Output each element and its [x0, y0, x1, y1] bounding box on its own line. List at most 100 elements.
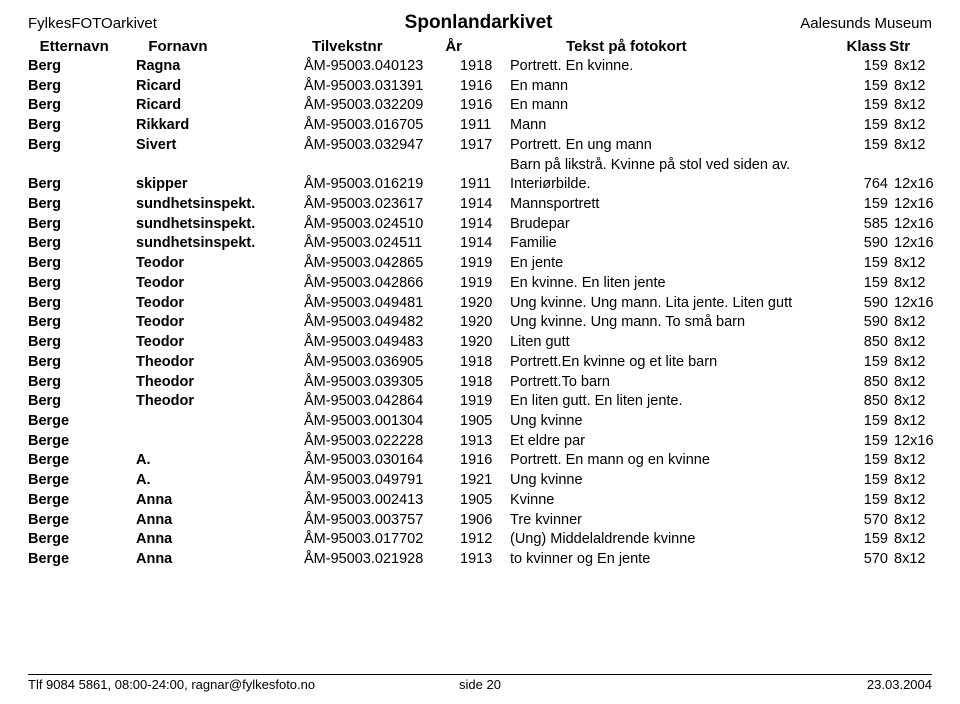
cell-etternavn: Berg: [28, 77, 136, 97]
col-etternavn: Etternavn: [28, 38, 120, 55]
col-klass: Klass: [847, 38, 890, 55]
cell-klass: 590: [838, 313, 894, 333]
data-rows: BergRagnaÅM-95003.0401231918Portrett. En…: [28, 57, 932, 570]
cell-str: 8x12: [894, 550, 944, 570]
cell-etternavn: [28, 156, 136, 176]
table-row: BergTeodorÅM-95003.0428651919En jente159…: [28, 254, 932, 274]
cell-fornavn: sundhetsinspekt.: [136, 195, 304, 215]
cell-klass: 850: [838, 333, 894, 353]
table-row: BergRikkardÅM-95003.0167051911Mann1598x1…: [28, 116, 932, 136]
header-right: Aalesunds Museum: [800, 15, 932, 32]
cell-etternavn: Berg: [28, 96, 136, 116]
cell-ar: 1921: [460, 471, 510, 491]
cell-tekst: to kvinner og En jente: [510, 550, 838, 570]
cell-fornavn: Anna: [136, 511, 304, 531]
cell-tekst: Tre kvinner: [510, 511, 838, 531]
cell-tilvekst: [304, 156, 460, 176]
cell-tilvekst: ÅM-95003.001304: [304, 412, 460, 432]
cell-tilvekst: ÅM-95003.031391: [304, 77, 460, 97]
cell-tekst: En liten gutt. En liten jente.: [510, 392, 838, 412]
cell-fornavn: Teodor: [136, 333, 304, 353]
cell-etternavn: Berge: [28, 530, 136, 550]
cell-str: [894, 156, 944, 176]
cell-tekst: (Ung) Middelaldrende kvinne: [510, 530, 838, 550]
cell-tekst: Ung kvinne. Ung mann. To små barn: [510, 313, 838, 333]
cell-klass: 590: [838, 234, 894, 254]
cell-klass: 159: [838, 57, 894, 77]
cell-klass: 159: [838, 116, 894, 136]
cell-str: 8x12: [894, 491, 944, 511]
cell-tilvekst: ÅM-95003.017702: [304, 530, 460, 550]
cell-tekst: Liten gutt: [510, 333, 838, 353]
cell-str: 8x12: [894, 530, 944, 550]
page-footer: Tlf 9084 5861, 08:00-24:00, ragnar@fylke…: [28, 674, 932, 692]
cell-ar: 1905: [460, 412, 510, 432]
cell-klass: 159: [838, 530, 894, 550]
cell-str: 8x12: [894, 511, 944, 531]
cell-tilvekst: ÅM-95003.030164: [304, 451, 460, 471]
cell-klass: 570: [838, 511, 894, 531]
cell-etternavn: Berg: [28, 313, 136, 333]
cell-tekst: Portrett.En kvinne og et lite barn: [510, 353, 838, 373]
cell-fornavn: Ricard: [136, 96, 304, 116]
cell-tekst: Interiørbilde.: [510, 175, 838, 195]
cell-ar: 1916: [460, 77, 510, 97]
cell-etternavn: Berg: [28, 57, 136, 77]
cell-fornavn: Teodor: [136, 274, 304, 294]
cell-tekst: Barn på likstrå. Kvinne på stol ved side…: [510, 156, 838, 176]
table-row: BergTeodorÅM-95003.0494821920Ung kvinne.…: [28, 313, 932, 333]
table-row: BergTheodorÅM-95003.0393051918Portrett.T…: [28, 373, 932, 393]
cell-fornavn: Ricard: [136, 77, 304, 97]
cell-tekst: Ung kvinne. Ung mann. Lita jente. Liten …: [510, 294, 838, 314]
cell-ar: 1912: [460, 530, 510, 550]
header-center: Sponlandarkivet: [405, 12, 553, 34]
table-row: BergTeodorÅM-95003.0494811920Ung kvinne.…: [28, 294, 932, 314]
cell-fornavn: Theodor: [136, 373, 304, 393]
cell-etternavn: Berg: [28, 195, 136, 215]
cell-tilvekst: ÅM-95003.032947: [304, 136, 460, 156]
cell-tilvekst: ÅM-95003.016219: [304, 175, 460, 195]
cell-str: 8x12: [894, 116, 944, 136]
cell-fornavn: Teodor: [136, 254, 304, 274]
cell-tekst: Ung kvinne: [510, 412, 838, 432]
footer-right: 23.03.2004: [867, 677, 932, 692]
cell-str: 8x12: [894, 274, 944, 294]
cell-tekst: Brudepar: [510, 215, 838, 235]
cell-fornavn: Anna: [136, 491, 304, 511]
cell-tekst: En mann: [510, 77, 838, 97]
cell-ar: 1916: [460, 451, 510, 471]
cell-klass: 159: [838, 353, 894, 373]
cell-ar: 1918: [460, 57, 510, 77]
cell-fornavn: Anna: [136, 530, 304, 550]
cell-tekst: Mannsportrett: [510, 195, 838, 215]
cell-tekst: Mann: [510, 116, 838, 136]
cell-tekst: Kvinne: [510, 491, 838, 511]
table-row: BergeAnnaÅM-95003.0177021912(Ung) Middel…: [28, 530, 932, 550]
cell-klass: 850: [838, 392, 894, 412]
cell-etternavn: Berge: [28, 511, 136, 531]
table-row: Barn på likstrå. Kvinne på stol ved side…: [28, 156, 932, 176]
cell-klass: 159: [838, 195, 894, 215]
table-row: BergTheodorÅM-95003.0428641919En liten g…: [28, 392, 932, 412]
cell-ar: 1905: [460, 491, 510, 511]
cell-etternavn: Berge: [28, 550, 136, 570]
cell-str: 8x12: [894, 136, 944, 156]
cell-tilvekst: ÅM-95003.016705: [304, 116, 460, 136]
cell-etternavn: Berg: [28, 353, 136, 373]
cell-str: 8x12: [894, 77, 944, 97]
table-row: BergTeodorÅM-95003.0428661919En kvinne. …: [28, 274, 932, 294]
cell-tilvekst: ÅM-95003.023617: [304, 195, 460, 215]
cell-etternavn: Berg: [28, 392, 136, 412]
cell-ar: 1919: [460, 254, 510, 274]
cell-etternavn: Berg: [28, 215, 136, 235]
cell-ar: 1918: [460, 373, 510, 393]
cell-tekst: Portrett. En mann og en kvinne: [510, 451, 838, 471]
cell-tilvekst: ÅM-95003.039305: [304, 373, 460, 393]
cell-ar: 1913: [460, 432, 510, 452]
cell-klass: 159: [838, 254, 894, 274]
cell-fornavn: Ragna: [136, 57, 304, 77]
cell-klass: 764: [838, 175, 894, 195]
cell-etternavn: Berg: [28, 274, 136, 294]
footer-left: Tlf 9084 5861, 08:00-24:00, ragnar@fylke…: [28, 677, 315, 692]
footer-center: side 20: [459, 677, 501, 692]
